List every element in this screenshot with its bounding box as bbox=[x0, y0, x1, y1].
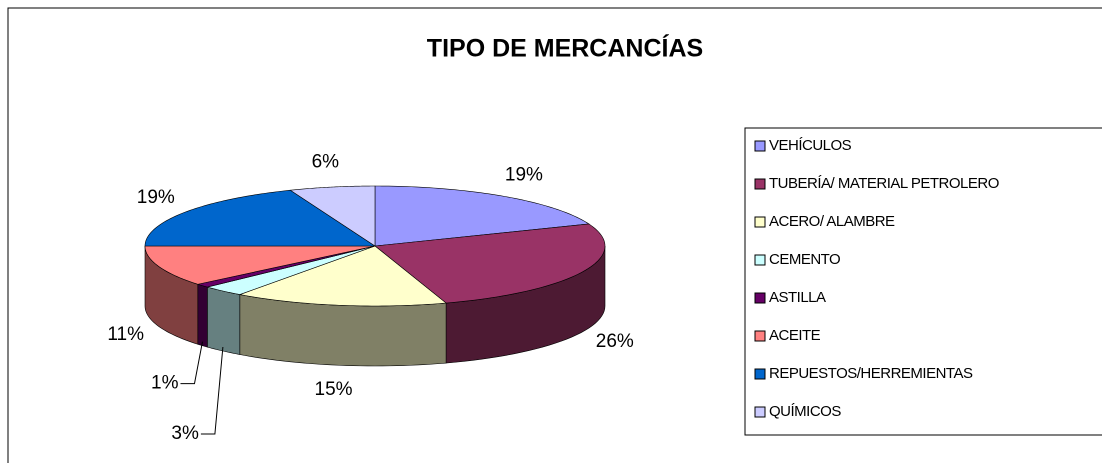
legend-swatch bbox=[754, 254, 766, 266]
slice bbox=[196, 245, 376, 288]
slice bbox=[289, 185, 376, 247]
legend-label: QUÍMICOS bbox=[769, 403, 841, 420]
legend-swatch bbox=[754, 368, 766, 380]
chart-title: TIPO DE MERCANCÍAS bbox=[427, 34, 703, 63]
legend-swatch bbox=[754, 178, 766, 190]
legend-label: ACERO/ ALAMBRE bbox=[769, 213, 895, 230]
slice bbox=[144, 245, 376, 285]
data-label: 19% bbox=[505, 165, 543, 186]
legend-label: CEMENTO bbox=[769, 251, 840, 268]
data-label: 15% bbox=[315, 379, 353, 400]
legend-swatch bbox=[754, 330, 766, 342]
legend-box bbox=[744, 127, 1102, 436]
legend-swatch bbox=[754, 216, 766, 228]
slice-side bbox=[207, 286, 241, 355]
leader-line bbox=[180, 341, 203, 385]
data-label: 26% bbox=[596, 331, 634, 352]
leader-line bbox=[200, 346, 224, 435]
slice bbox=[374, 223, 606, 304]
legend-label: VEHÍCULOS bbox=[769, 137, 852, 154]
data-label: 1% bbox=[151, 373, 179, 394]
legend-label: REPUESTOS/HERREMIENTAS bbox=[769, 365, 973, 382]
slice-side bbox=[197, 283, 208, 348]
legend-label: TUBERÍA/ MATERIAL PETROLERO bbox=[769, 175, 999, 192]
data-label: 6% bbox=[312, 152, 340, 173]
slice bbox=[144, 189, 377, 247]
slice bbox=[206, 245, 376, 295]
data-label: 3% bbox=[171, 423, 199, 444]
slice bbox=[238, 245, 447, 307]
legend-swatch bbox=[754, 140, 766, 152]
legend-swatch bbox=[754, 292, 766, 304]
data-label: 19% bbox=[137, 187, 175, 208]
data-label: 11% bbox=[107, 324, 144, 345]
slice bbox=[374, 185, 590, 247]
legend-label: ASTILLA bbox=[769, 289, 826, 306]
legend-swatch bbox=[754, 406, 766, 418]
legend-label: ACEITE bbox=[769, 327, 821, 344]
